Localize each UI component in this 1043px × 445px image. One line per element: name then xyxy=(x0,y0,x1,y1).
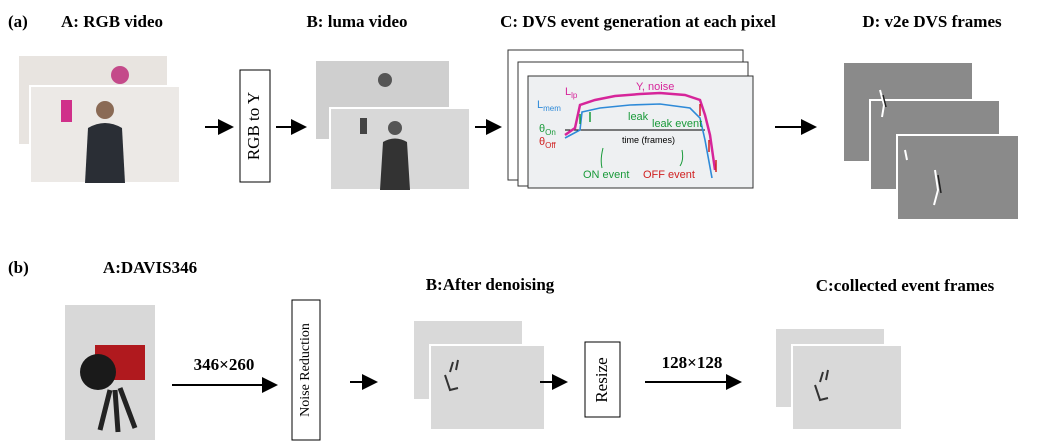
panel-title: B:After denoising xyxy=(426,275,555,294)
panel-title: A: RGB video xyxy=(61,12,163,31)
plot-label: OFF event xyxy=(643,169,695,181)
plot-label: leak xyxy=(628,111,649,123)
denoised-frames xyxy=(413,320,545,430)
plot-label: Y, noise xyxy=(636,81,674,93)
label-part: mem xyxy=(543,104,561,113)
label-part: On xyxy=(545,128,556,137)
converter-label: RGB to Y xyxy=(244,92,263,160)
size-label: 346×260 xyxy=(194,355,255,374)
panel-title: A:DAVIS346 xyxy=(103,258,197,277)
plot-label: leak event xyxy=(652,118,702,130)
label-part: lp xyxy=(571,91,578,100)
row-tag: (a) xyxy=(8,12,28,31)
event-frames xyxy=(775,328,902,430)
size-label: 128×128 xyxy=(662,353,723,372)
rgb-frames xyxy=(18,55,180,183)
luma-frames xyxy=(315,60,470,190)
panel-title: B: luma video xyxy=(306,12,407,31)
v2e-frames xyxy=(843,62,1019,220)
plot-label: time (frames) xyxy=(622,135,675,145)
figure: (a) A: RGB video B: luma video C: DVS ev… xyxy=(0,0,1043,445)
panel-title: C:collected event frames xyxy=(816,276,995,295)
panel-title: D: v2e DVS frames xyxy=(862,12,1002,31)
label-part: Off xyxy=(545,141,556,150)
row-tag: (b) xyxy=(8,258,29,277)
resize-label: Resize xyxy=(592,357,611,402)
camera-photo xyxy=(65,305,155,440)
plot-label: ON event xyxy=(583,169,629,181)
denoise-label: Noise Reduction xyxy=(298,323,313,417)
panel-title: C: DVS event generation at each pixel xyxy=(500,12,776,31)
